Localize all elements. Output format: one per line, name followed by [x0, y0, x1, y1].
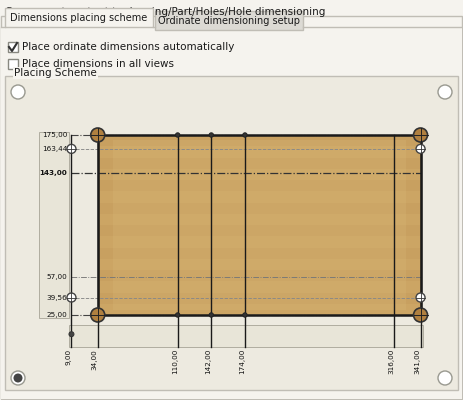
Bar	[98, 135, 420, 315]
Circle shape	[438, 85, 452, 99]
Circle shape	[243, 313, 247, 317]
Text: 57,00: 57,00	[47, 274, 68, 280]
Circle shape	[91, 308, 105, 322]
Bar	[5, 8, 153, 27]
Bar	[98, 202, 420, 214]
Text: Place dimensions in all views: Place dimensions in all views	[22, 59, 174, 69]
Text: 110,00: 110,00	[172, 349, 178, 374]
Bar	[98, 281, 420, 292]
Bar	[98, 225, 420, 236]
Circle shape	[209, 133, 213, 137]
Text: Place ordinate dimensions automatically: Place ordinate dimensions automatically	[22, 42, 234, 52]
Text: 143,00: 143,00	[40, 170, 68, 176]
Text: 34,00: 34,00	[92, 349, 98, 370]
Bar	[98, 135, 420, 315]
Bar	[98, 158, 420, 169]
Circle shape	[209, 313, 213, 317]
Circle shape	[67, 293, 76, 302]
Bar	[113, 140, 406, 310]
Text: Components output to drawing/Part/Holes/Hole dimensioning: Components output to drawing/Part/Holes/…	[5, 7, 325, 17]
Bar	[98, 214, 420, 225]
Circle shape	[13, 374, 23, 382]
Bar	[5, 76, 458, 390]
Circle shape	[413, 308, 427, 322]
Bar	[98, 236, 420, 248]
Text: Dimensions placing scheme: Dimensions placing scheme	[10, 13, 148, 23]
Text: 174,00: 174,00	[239, 349, 245, 374]
Bar	[98, 191, 420, 202]
Circle shape	[416, 293, 425, 302]
Bar	[98, 169, 420, 180]
Bar	[155, 11, 303, 30]
Text: 316,00: 316,00	[388, 349, 394, 374]
Circle shape	[67, 144, 76, 153]
Text: 175,00: 175,00	[42, 132, 68, 138]
Circle shape	[91, 128, 105, 142]
Circle shape	[243, 133, 247, 137]
Text: 341,00: 341,00	[414, 349, 420, 374]
Circle shape	[416, 144, 425, 153]
Text: Placing Scheme: Placing Scheme	[14, 68, 97, 78]
Bar	[69, 325, 423, 347]
Bar	[98, 146, 420, 158]
Bar	[98, 180, 420, 191]
Bar	[98, 248, 420, 259]
Text: 163,44: 163,44	[42, 146, 68, 152]
Text: 39,56: 39,56	[47, 294, 68, 300]
Text: 9,00: 9,00	[65, 349, 71, 365]
Circle shape	[175, 313, 180, 317]
Circle shape	[11, 371, 25, 385]
Bar	[98, 292, 420, 304]
Bar	[8, 59, 18, 69]
Bar	[8, 42, 18, 52]
Bar	[98, 304, 420, 315]
Bar	[98, 135, 420, 146]
Bar	[98, 270, 420, 281]
Circle shape	[175, 133, 180, 137]
Bar	[39, 132, 69, 318]
Circle shape	[11, 85, 25, 99]
Text: 25,00: 25,00	[47, 312, 68, 318]
Text: Ordinate dimensioning setup: Ordinate dimensioning setup	[158, 16, 300, 26]
Circle shape	[413, 128, 427, 142]
Circle shape	[438, 371, 452, 385]
Text: 142,00: 142,00	[205, 349, 211, 374]
Bar	[98, 259, 420, 270]
Circle shape	[69, 332, 74, 337]
